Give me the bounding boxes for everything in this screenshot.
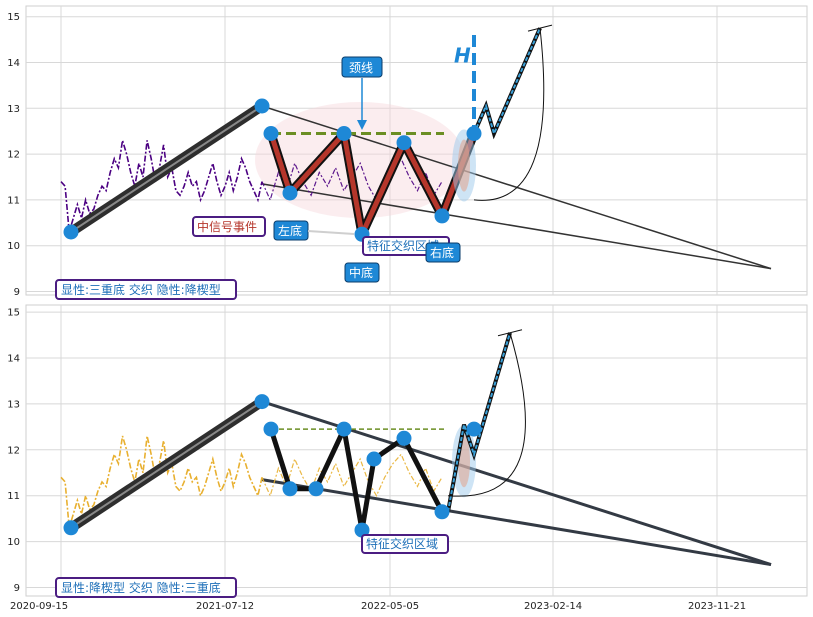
zone-label-box: [361, 534, 449, 554]
lower-trend-line: [261, 183, 772, 270]
prior-uptrend-core: [70, 105, 263, 233]
summary-label: 显性:降楔型 交织 隐性:三重底: [61, 580, 221, 595]
neckline-callout-box: [341, 56, 383, 78]
y-tick-label: 12: [7, 445, 20, 456]
panel-bottom: 9 10 11 12 13 14 15 显性:降楔型 交织 隐性:三重底 特征交织区域 2020-…: [7, 304, 808, 612]
y-tick-label: 11: [7, 195, 20, 206]
pivot-marker: [308, 481, 324, 497]
y-tick-label: 14: [7, 354, 20, 365]
right-bottom-box: [425, 242, 461, 263]
height-label: H: [454, 44, 471, 68]
pivot-marker: [63, 520, 79, 536]
projection-arc: [447, 332, 526, 497]
x-tick-label: 2023-11-21: [688, 601, 746, 612]
y-tick-label: 9: [14, 583, 20, 594]
y-tick-label: 15: [7, 308, 20, 319]
event-label: 中信号事件: [197, 219, 257, 234]
breakout-core: [458, 139, 470, 192]
pivot-marker: [263, 126, 279, 141]
left-bottom-label: 左底: [278, 223, 302, 238]
pivot-marker: [282, 481, 298, 497]
y-tick-label: 12: [7, 150, 20, 161]
zone-label: 特征交织区域: [367, 238, 439, 253]
pivot-marker: [396, 430, 412, 446]
y-tick-label: 10: [7, 241, 20, 252]
zone-label: 特征交织区域: [366, 536, 438, 551]
neckline-callout-label: 颈线: [349, 61, 373, 75]
x-tick-label: 2023-02-14: [524, 601, 582, 612]
pivot-marker: [282, 185, 298, 201]
breakout-run: [473, 27, 541, 137]
target-tick: [497, 329, 523, 337]
pivot-marker: [396, 135, 412, 151]
y-tick-label: 11: [7, 491, 20, 502]
pivot-marker: [254, 394, 270, 410]
mid-bottom-label: 中底: [349, 265, 373, 280]
summary-box: [55, 279, 237, 300]
x-tick-label: 2021-07-12: [196, 601, 254, 612]
mid-bottom-box: [344, 262, 380, 283]
lower-trend-line: [261, 478, 772, 567]
summary-box: [55, 577, 237, 598]
y-tick-label: 9: [14, 287, 20, 298]
pivot-marker: [466, 126, 482, 141]
right-bottom-label: 右底: [430, 245, 454, 260]
interweave-zone-highlight: [255, 102, 465, 218]
pivot-marker: [434, 208, 450, 224]
y-tick-label: 10: [7, 537, 20, 548]
pivot-marker: [263, 421, 279, 437]
pivot-marker: [434, 504, 450, 520]
projection-arc: [473, 28, 545, 201]
pivot-marker: [254, 98, 270, 114]
breakout-run: [447, 332, 511, 512]
neckline-callout-arrowhead: [357, 120, 367, 130]
left-bottom-pointer: [307, 230, 355, 235]
y-tick-label: 13: [7, 104, 20, 115]
y-tick-label: 15: [7, 12, 20, 23]
y-tick-label: 13: [7, 399, 20, 410]
y-tick-label: 14: [7, 58, 20, 69]
event-label-box: [192, 216, 266, 237]
pivot-marker: [354, 522, 370, 538]
pivot-marker: [466, 421, 482, 437]
summary-label: 显性:三重底 交织 隐性:降楔型: [61, 282, 221, 297]
price-series-line: [60, 140, 263, 233]
price-series-line: [60, 435, 263, 529]
pivot-marker: [63, 224, 79, 240]
panel-top: 9 10 11 12 13 14 15 显性:三重底 交织 隐性:降楔型 特征交织区域 H 颈线中信…: [7, 5, 808, 300]
left-bottom-box: [273, 220, 309, 241]
target-tick: [527, 24, 553, 32]
pivot-marker: [336, 421, 352, 437]
x-tick-label: 2020-09-15: [10, 601, 68, 612]
prior-uptrend-core: [70, 400, 263, 529]
pivot-marker: [336, 126, 352, 141]
pivot-marker: [366, 451, 382, 467]
x-tick-label: 2022-05-05: [361, 601, 419, 612]
